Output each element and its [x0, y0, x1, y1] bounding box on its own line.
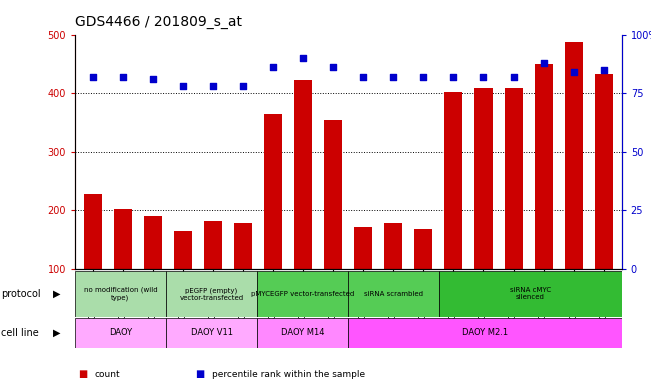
Point [268, 64, 279, 70]
Bar [84, 194, 102, 327]
Point [238, 83, 248, 89]
Text: DAOY M2.1: DAOY M2.1 [462, 328, 508, 337]
Bar [257, 271, 348, 317]
Text: DAOY: DAOY [109, 328, 132, 337]
Bar [324, 120, 342, 327]
Bar [204, 221, 222, 327]
Text: no modification (wild
type): no modification (wild type) [83, 287, 158, 301]
Text: siRNA cMYC
silenced: siRNA cMYC silenced [510, 287, 551, 300]
Point [598, 67, 609, 73]
Point [388, 74, 398, 80]
Text: cell line: cell line [1, 328, 38, 338]
Bar [75, 318, 166, 348]
Text: siRNA scrambled: siRNA scrambled [365, 291, 423, 297]
Text: percentile rank within the sample: percentile rank within the sample [212, 370, 365, 379]
Text: count: count [94, 370, 120, 379]
Bar [114, 209, 132, 327]
Bar [415, 229, 432, 327]
Bar [439, 271, 622, 317]
Bar [294, 80, 312, 327]
Text: ■: ■ [195, 369, 204, 379]
Text: DAOY V11: DAOY V11 [191, 328, 232, 337]
Bar [75, 271, 166, 317]
Text: pEGFP (empty)
vector-transfected: pEGFP (empty) vector-transfected [180, 287, 243, 301]
Point [328, 64, 339, 70]
Text: pMYCEGFP vector-transfected: pMYCEGFP vector-transfected [251, 291, 354, 297]
Point [118, 74, 128, 80]
Point [298, 55, 309, 61]
Point [508, 74, 519, 80]
Point [538, 60, 549, 66]
Point [358, 74, 368, 80]
Bar [354, 227, 372, 327]
Bar [264, 114, 282, 327]
Point [88, 74, 98, 80]
Text: DAOY M14: DAOY M14 [281, 328, 324, 337]
Bar [144, 215, 162, 327]
Text: ▶: ▶ [53, 289, 61, 299]
Bar [384, 223, 402, 327]
Bar [166, 318, 257, 348]
Text: protocol: protocol [1, 289, 40, 299]
Bar [348, 271, 439, 317]
Bar [257, 318, 348, 348]
Bar [445, 92, 462, 327]
Text: ▶: ▶ [53, 328, 61, 338]
Text: GDS4466 / 201809_s_at: GDS4466 / 201809_s_at [75, 15, 242, 29]
Bar [475, 88, 493, 327]
Point [148, 76, 158, 82]
Point [208, 83, 218, 89]
Point [178, 83, 188, 89]
Text: ■: ■ [78, 369, 87, 379]
Point [449, 74, 459, 80]
Bar [564, 41, 583, 327]
Bar [166, 271, 257, 317]
Bar [594, 74, 613, 327]
Bar [234, 223, 252, 327]
Point [418, 74, 428, 80]
Point [568, 69, 579, 75]
Bar [505, 88, 523, 327]
Point [478, 74, 489, 80]
Bar [174, 231, 192, 327]
Bar [534, 65, 553, 327]
Bar [348, 318, 622, 348]
